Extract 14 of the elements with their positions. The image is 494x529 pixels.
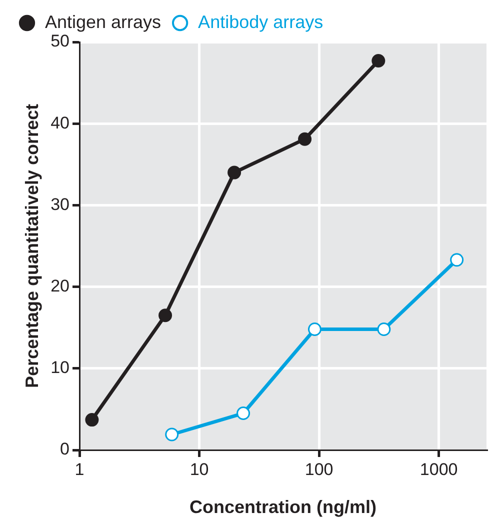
x-axis-title: Concentration (ng/ml) [190,497,377,518]
legend-label: Antigen arrays [45,12,162,32]
x-tick-label: 10 [190,460,209,479]
x-tick-label: 100 [304,460,334,479]
x-tick-label: 1 [74,460,84,479]
y-axis-title: Percentage quantitatively correct [22,104,42,388]
y-tick-label: 30 [50,194,70,214]
y-tick-label: 50 [50,32,70,51]
legend-label: Antibody arrays [198,12,324,32]
y-tick-label: 20 [50,276,70,296]
y-tick-label: 40 [50,113,70,132]
x-tick-label: 1000 [420,460,458,479]
y-tick-label: 10 [50,358,70,378]
y-tick-label: 0 [60,440,70,459]
